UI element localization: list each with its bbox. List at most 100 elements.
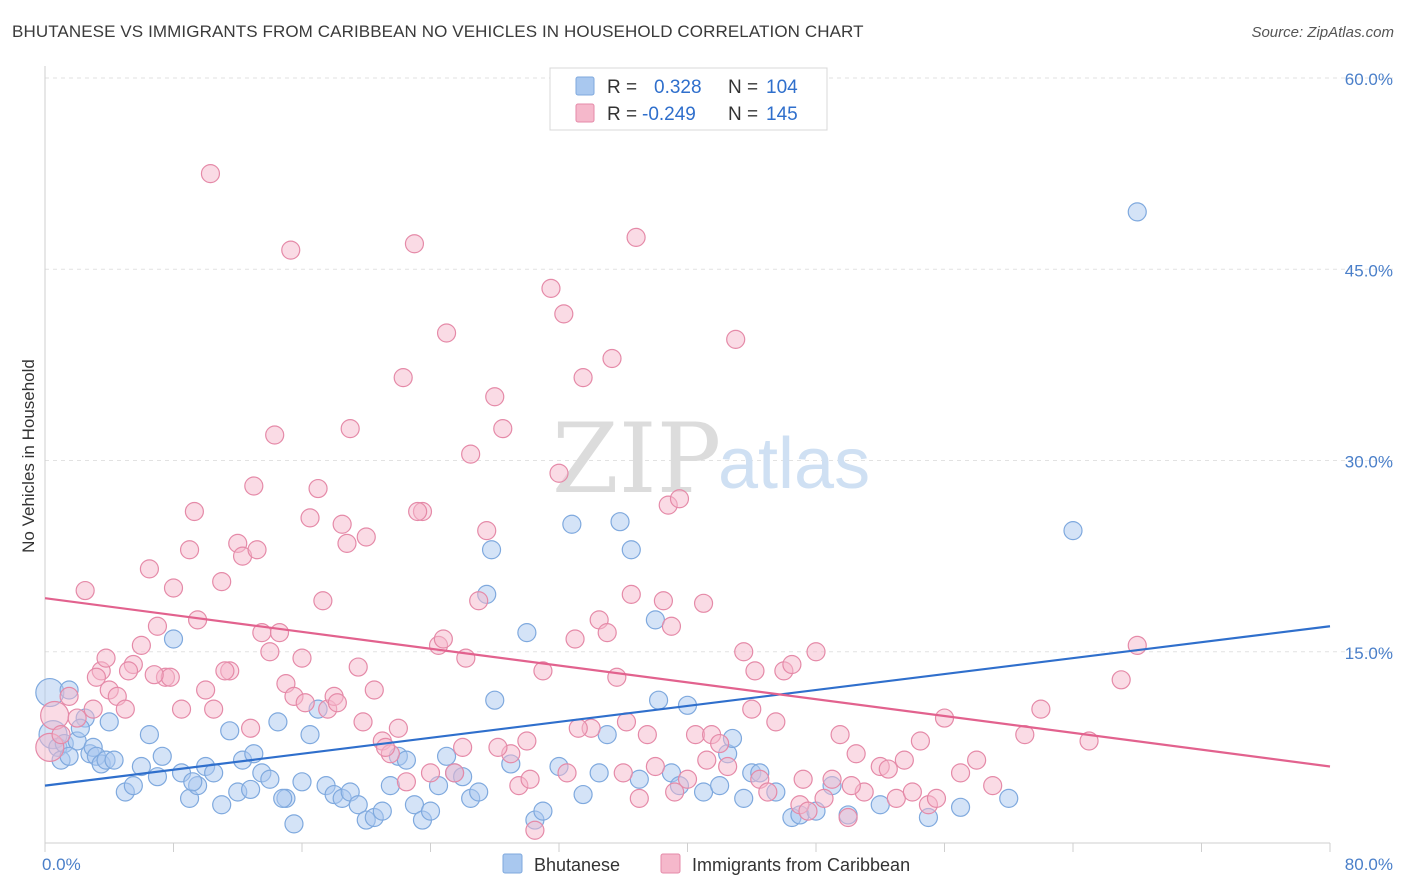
point-bhutanese [870,795,890,815]
grid-lines [45,77,1395,653]
point-caribbean [67,708,87,728]
series-legend: Bhutanese Immigrants from Caribbean [502,853,910,875]
point-caribbean [356,527,376,547]
point-caribbean [669,489,690,509]
point-caribbean [841,776,861,796]
legend-r-value-1: 0.328 [654,77,702,98]
point-caribbean [51,725,71,745]
point-caribbean [353,712,373,732]
point-bhutanese [573,784,593,805]
point-caribbean [565,629,585,649]
point-caribbean [269,623,290,643]
point-caribbean [118,661,139,681]
point-caribbean [554,304,574,324]
point-bhutanese [241,779,261,800]
point-caribbean [488,737,508,757]
point-bhutanese [1063,521,1083,541]
legend-r-label-2: R = [607,104,637,125]
point-caribbean [241,718,261,738]
series-legend-label-caribbean: Immigrants from Caribbean [692,855,910,875]
point-caribbean [461,444,481,464]
point-caribbean [645,756,665,777]
point-bhutanese [139,725,160,745]
point-caribbean [894,750,914,770]
point-caribbean [557,763,577,783]
legend-n-label-1: N = [728,77,758,98]
point-caribbean [838,807,858,828]
point-caribbean [160,667,180,687]
point-caribbean [950,763,971,783]
point-caribbean [247,540,267,560]
trend-line-bhutanese [44,625,1331,787]
point-caribbean [96,648,116,668]
data-points [35,164,1147,840]
point-caribbean [115,699,135,719]
point-caribbean [59,686,79,706]
point-caribbean [573,368,593,388]
point-caribbean [967,750,987,770]
point-bhutanese [597,725,617,745]
legend-swatch-caribbean [575,103,595,123]
point-caribbean [179,540,200,560]
point-bhutanese [292,772,312,792]
point-bhutanese [104,750,124,770]
point-caribbean [244,476,264,496]
point-bhutanese [163,629,184,649]
point-caribbean [215,661,235,681]
point-caribbean [1111,670,1131,690]
point-caribbean [677,769,698,789]
point-caribbean [822,769,842,789]
point-caribbean [265,425,285,445]
point-bhutanese [562,514,582,534]
point-bhutanese [212,795,232,815]
point-caribbean [75,580,95,601]
x-tick-labels: 0.0% 80.0% [42,855,1393,874]
point-bhutanese [469,782,489,802]
y-tick-label: 30.0% [1345,453,1393,472]
point-caribbean [814,788,834,808]
y-tick-label: 45.0% [1345,261,1393,280]
point-caribbean [878,759,898,779]
point-bhutanese [372,801,392,821]
point-bhutanese [621,540,641,560]
point-caribbean [485,387,505,407]
point-caribbean [726,329,746,349]
point-caribbean [607,667,627,687]
point-caribbean [308,478,328,499]
point-caribbean [934,708,955,728]
x-tick-label: 80.0% [1345,855,1393,874]
point-bhutanese [648,690,669,710]
point-bhutanese [481,540,502,560]
point-caribbean [364,680,384,700]
point-bhutanese [533,801,553,821]
watermark-atlas: atlas [718,424,870,504]
point-caribbean [525,820,545,840]
y-tick-labels: 15.0% 30.0% 45.0% 60.0% [1345,70,1393,663]
point-bhutanese [629,769,649,789]
series-legend-label-bhutanese: Bhutanese [534,855,620,875]
point-caribbean [433,629,453,649]
point-bhutanese [396,750,417,770]
point-caribbean [616,712,637,732]
legend-r-label-1: R = [607,77,637,98]
series-legend-swatch-bhutanese [502,853,523,874]
point-caribbean [337,533,357,553]
point-bhutanese [645,610,665,630]
point-caribbean [332,514,352,534]
point-bhutanese [99,712,119,732]
point-caribbean [171,699,192,719]
point-caribbean [295,693,315,713]
point-caribbean [665,782,685,802]
point-bhutanese [734,788,754,808]
point-caribbean [782,654,802,675]
point-caribbean [131,635,151,655]
point-bhutanese [693,782,714,802]
y-tick-label: 15.0% [1345,644,1393,663]
point-caribbean [629,788,649,808]
point-caribbean [846,744,866,764]
point-caribbean [408,501,428,522]
point-caribbean [388,718,408,738]
point-caribbean [212,572,232,592]
point-caribbean [745,661,765,681]
